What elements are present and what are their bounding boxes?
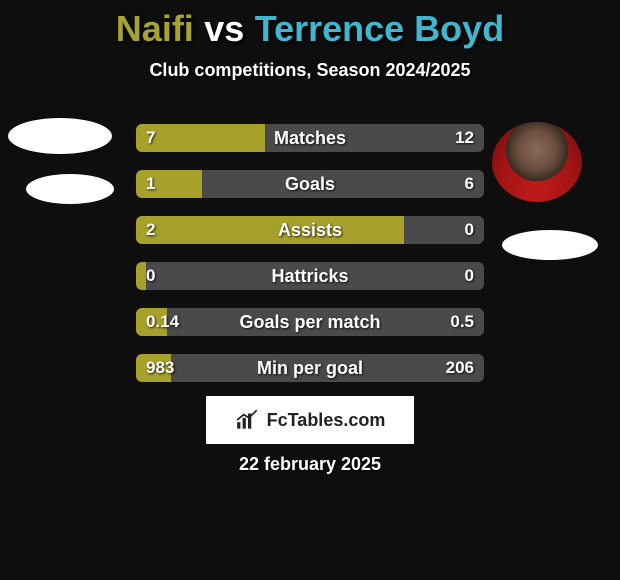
stat-bars-container: Matches712 Goals16 Assists20 Hattricks00 Goa…	[136, 124, 484, 400]
bar-segment-left	[136, 262, 146, 290]
stat-row: Assists20	[136, 216, 484, 244]
title-row: Naifi vs Terrence Boyd	[0, 0, 620, 50]
bar-segment-right	[146, 262, 484, 290]
player1-avatar-placeholder	[8, 118, 112, 154]
bar-segment-left	[136, 124, 265, 152]
chart-icon	[235, 409, 261, 431]
stat-row: Goals16	[136, 170, 484, 198]
bar-segment-right	[171, 354, 484, 382]
bar-segment-left	[136, 216, 404, 244]
bar-track	[136, 262, 484, 290]
fctables-badge: FcTables.com	[206, 396, 414, 444]
player1-avatar-placeholder-shadow	[26, 174, 114, 204]
bar-segment-left	[136, 170, 202, 198]
bar-track	[136, 216, 484, 244]
bar-segment-left	[136, 308, 167, 336]
player2-avatar-placeholder-shadow	[502, 230, 598, 260]
subtitle: Club competitions, Season 2024/2025	[0, 60, 620, 81]
badge-text: FcTables.com	[267, 410, 386, 431]
bar-segment-right	[404, 216, 484, 244]
player1-name: Naifi	[116, 8, 194, 49]
player2-avatar	[492, 122, 582, 202]
stat-row: Min per goal983206	[136, 354, 484, 382]
stat-row: Hattricks00	[136, 262, 484, 290]
bar-track	[136, 354, 484, 382]
bar-segment-right	[202, 170, 484, 198]
stat-row: Matches712	[136, 124, 484, 152]
bar-segment-right	[167, 308, 484, 336]
bar-track	[136, 308, 484, 336]
bar-track	[136, 124, 484, 152]
vs-text: vs	[204, 8, 244, 49]
stat-row: Goals per match0.140.5	[136, 308, 484, 336]
bar-segment-left	[136, 354, 171, 382]
bar-segment-right	[265, 124, 484, 152]
date-text: 22 february 2025	[0, 454, 620, 475]
bar-track	[136, 170, 484, 198]
player2-name: Terrence Boyd	[255, 8, 504, 49]
player2-avatar-img	[492, 122, 582, 202]
